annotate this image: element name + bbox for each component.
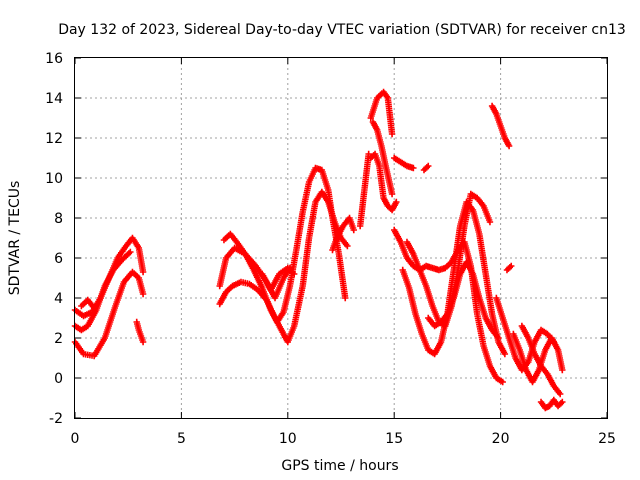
- data-point: [388, 130, 396, 138]
- series-arc21: [488, 102, 513, 150]
- data-point: [90, 304, 98, 312]
- x-tick-label: 15: [385, 431, 403, 447]
- data-point: [425, 162, 432, 170]
- y-axis-label: SDTVAR / TECUs: [7, 181, 23, 296]
- data-point: [501, 350, 509, 358]
- series-arc25: [518, 322, 564, 398]
- data-point: [393, 198, 400, 206]
- data-point: [342, 294, 349, 302]
- y-tick-label: 8: [54, 211, 63, 227]
- y-tick-label: 0: [54, 371, 63, 387]
- series-arc7: [220, 164, 349, 326]
- series-arc26: [537, 396, 566, 412]
- y-tick-label: 10: [45, 171, 63, 187]
- series-arc3: [71, 248, 134, 334]
- x-tick-labels: 0 5 10 15 20 25: [71, 431, 616, 447]
- data-point: [344, 242, 351, 250]
- data-point: [505, 142, 513, 150]
- series-arc12: [367, 88, 396, 138]
- data-point: [499, 378, 506, 386]
- chart-title: Day 132 of 2023, Sidereal Day-to-day VTE…: [58, 22, 626, 38]
- data-point: [388, 190, 396, 198]
- y-tick-label: 2: [54, 331, 63, 347]
- y-tick-label: 12: [45, 131, 63, 147]
- data-point: [556, 390, 564, 398]
- series-arc18: [425, 258, 502, 342]
- series-arc9: [259, 264, 298, 294]
- data-point: [139, 338, 147, 346]
- y-tick-label: 14: [45, 91, 63, 107]
- series-arc14: [369, 118, 396, 198]
- x-tick-label: 0: [71, 431, 80, 447]
- series-arc5: [133, 318, 147, 346]
- x-tick-label: 25: [598, 431, 616, 447]
- data-point: [559, 366, 566, 374]
- series-arc19: [391, 154, 417, 172]
- y-tick-label: 6: [54, 251, 63, 267]
- data-point: [495, 334, 502, 342]
- data-point: [127, 248, 134, 256]
- data-point: [486, 218, 494, 226]
- data-point: [350, 226, 357, 234]
- x-tick-label: 5: [177, 431, 186, 447]
- data-point: [559, 398, 566, 406]
- series-arc22: [503, 262, 515, 274]
- y-tick-label: 16: [45, 51, 63, 67]
- data-point: [139, 290, 147, 298]
- plot-frame: [74, 57, 608, 419]
- y-tick-label: 4: [54, 291, 63, 307]
- series-arc1: [71, 268, 147, 360]
- series-arc11: [356, 150, 372, 230]
- y-tick-label: -2: [49, 411, 63, 427]
- series-arc10: [329, 214, 357, 254]
- data-point: [290, 270, 298, 278]
- x-tick-label: 10: [279, 431, 297, 447]
- x-axis-label: GPS time / hours: [281, 458, 398, 474]
- series-arc4: [78, 296, 98, 312]
- data-point: [508, 262, 515, 270]
- series-arc13: [367, 150, 400, 214]
- x-tick-label: 20: [492, 431, 510, 447]
- data-points: [71, 88, 566, 412]
- data-point: [139, 268, 147, 276]
- series-arc20: [420, 162, 432, 174]
- y-tick-labels: -2 0 2 4 6 8 10 12 14 16: [45, 51, 63, 427]
- data-point: [410, 164, 417, 172]
- data-point: [365, 150, 372, 158]
